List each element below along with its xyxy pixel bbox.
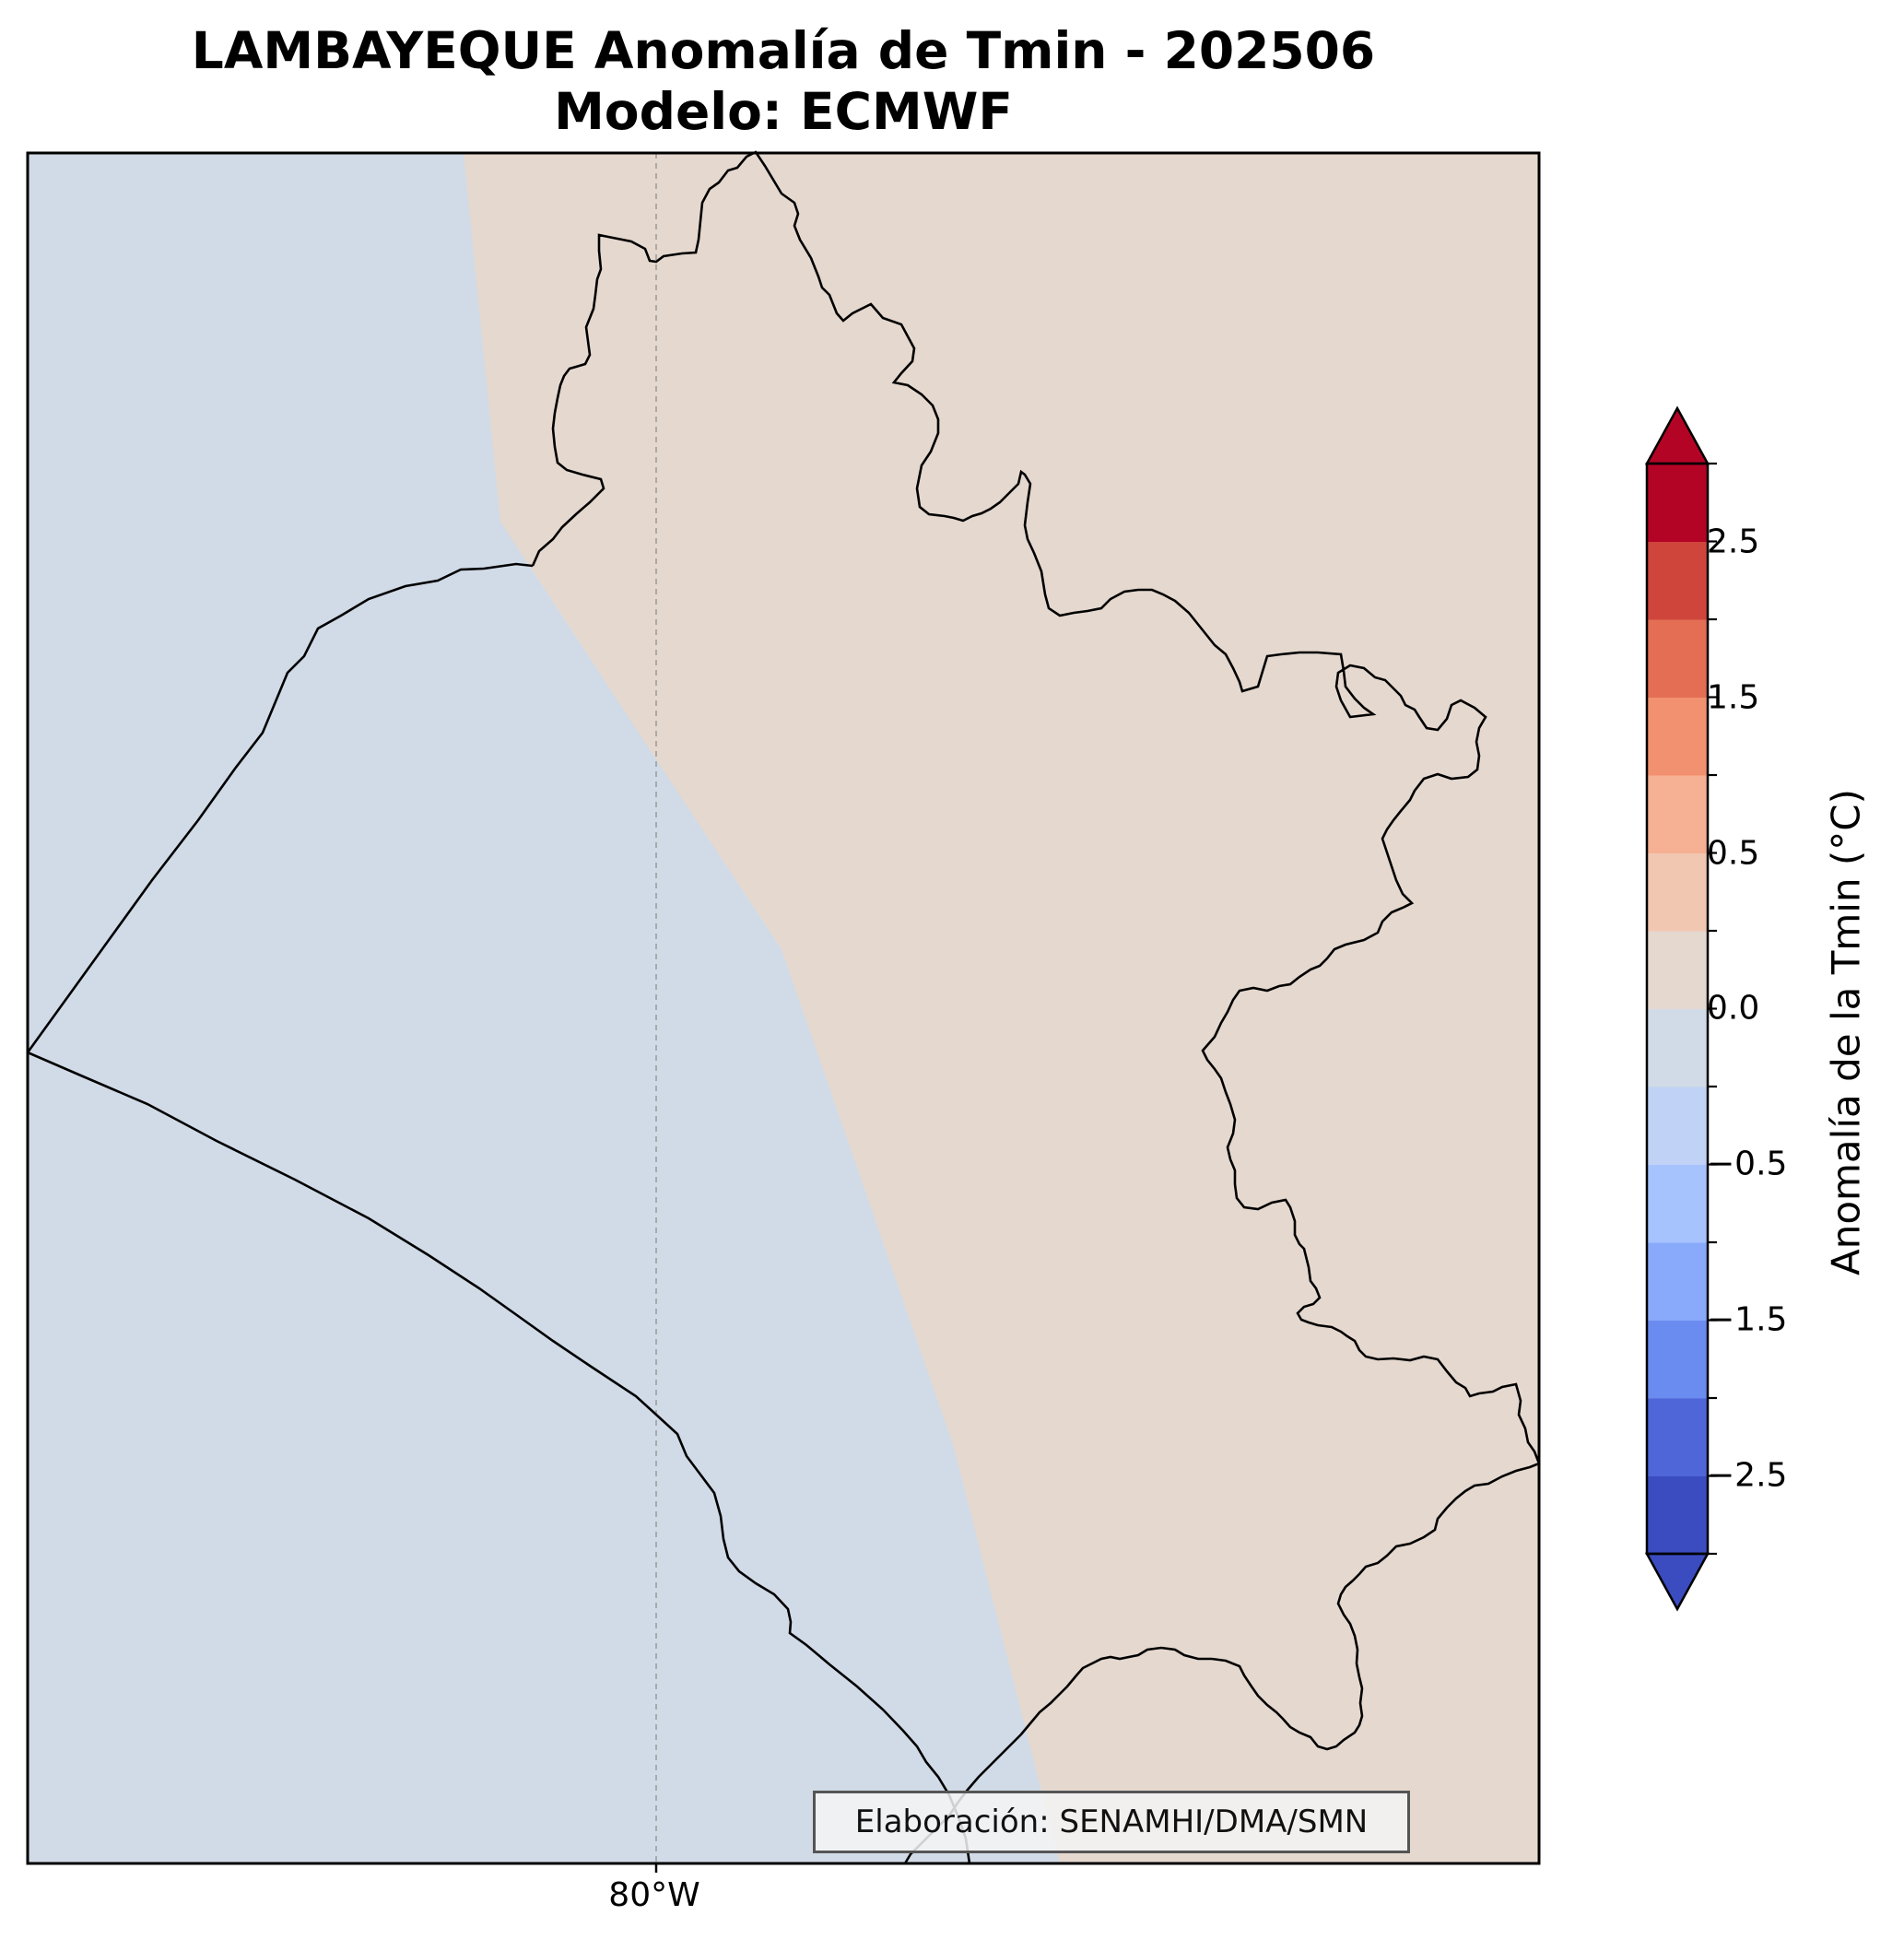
colorbar-tick-label: −2.5 [1707,1456,1788,1495]
map-title-line2: Modelo: ECMWF [554,82,1013,141]
credit-box: Elaboración: SENAMHI/DMA/SMN [813,1791,1410,1853]
colorbar-bin [1647,852,1708,932]
colorbar-bin [1647,1164,1708,1243]
colorbar-ticks [1708,462,1717,1556]
colorbar-bin [1647,931,1708,1009]
colorbar-bin [1647,697,1708,776]
colorbar-tick-label: 1.5 [1707,678,1760,717]
southern-boundary [27,1051,971,1864]
colorbar-tick-label: 0.5 [1707,834,1760,873]
colorbar-tick-label: 2.5 [1707,523,1760,561]
colorbar-under-triangle [1644,1552,1710,1612]
colorbar-bin [1647,464,1708,542]
colorbar-title: Anomalía de la Tmin (°C) [1823,788,1869,1276]
colorbar-bin [1647,1087,1708,1165]
colorbar-bin [1647,1475,1708,1555]
colorbar-bin [1647,1398,1708,1476]
department-boundary [531,150,1541,1864]
longitude-label: 80°W [608,1876,700,1914]
colorbar-bin [1647,541,1708,620]
colorbar-bin [1647,1008,1708,1087]
colorbar-bins [1647,464,1708,1555]
coastline [26,562,534,1053]
map-title-line1: LAMBAYEQUE Anomalía de Tmin - 202506 [191,21,1376,80]
colorbar-bin [1647,1320,1708,1399]
colorbar-over-triangle [1644,405,1710,465]
map-frame [26,151,1541,1865]
positive-anomaly-area [464,153,1539,1863]
colorbar-tick-label: −0.5 [1707,1145,1788,1183]
colorbar-tick-label: 0.0 [1707,989,1760,1028]
colorbar-bin [1647,775,1708,853]
map-title: LAMBAYEQUE Anomalía de Tmin - 202506 Mod… [28,20,1539,142]
colorbar-tick-label: −1.5 [1707,1300,1788,1339]
colorbar [1644,405,1717,1612]
colorbar-title-box: Anomalía de la Tmin (°C) [1800,728,1892,1336]
colorbar-bin [1647,619,1708,698]
colorbar-bin [1647,1242,1708,1321]
map-panel [26,150,1541,1873]
